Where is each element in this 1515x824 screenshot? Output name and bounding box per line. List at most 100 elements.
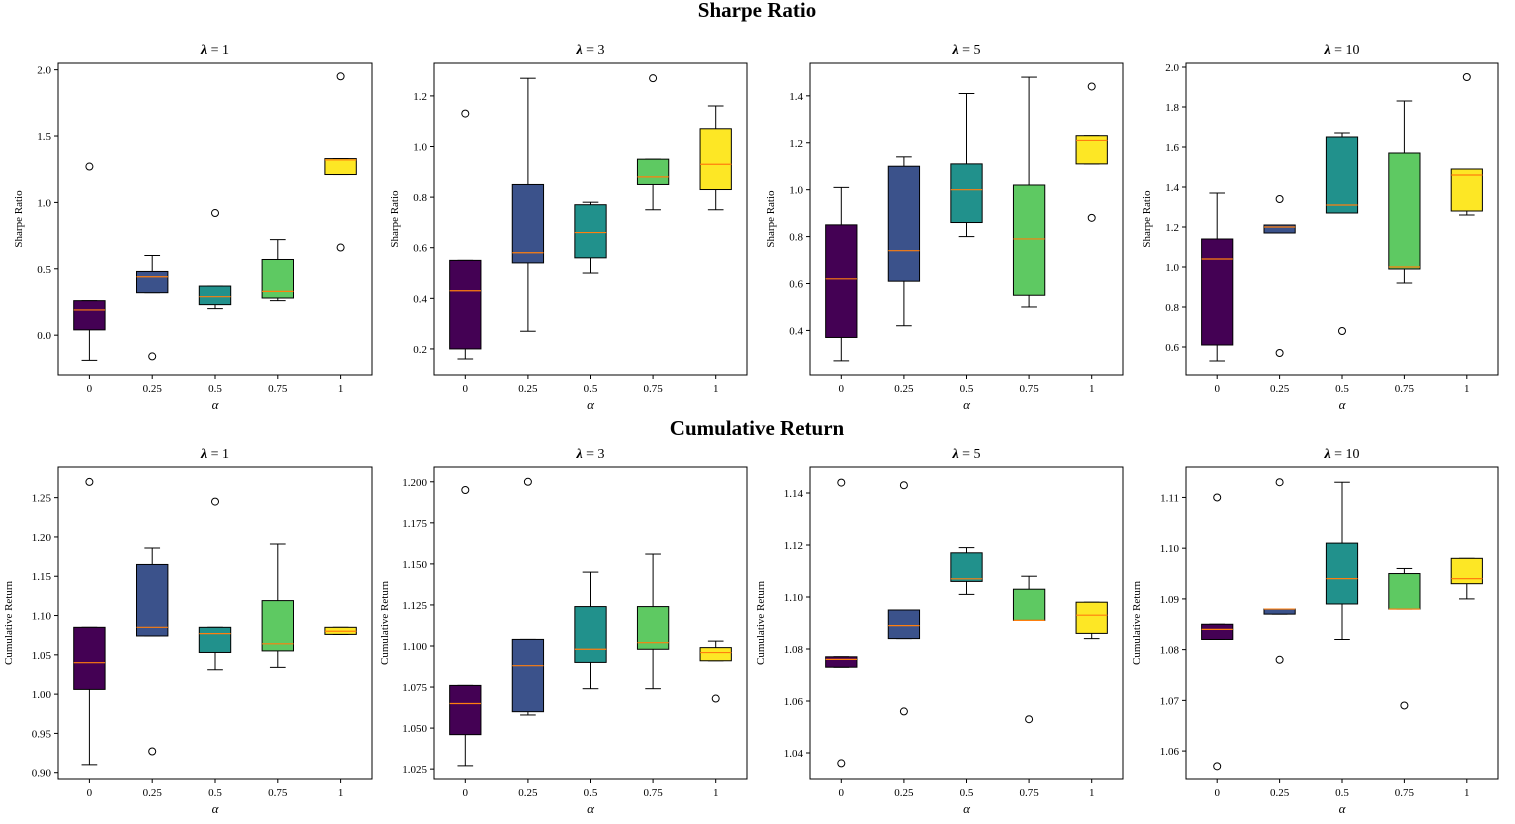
suptitle-sharpe-ratio: Sharpe Ratio [698, 0, 816, 22]
y-tick-label: 1.25 [32, 493, 52, 505]
box-alpha-0.5 [198, 497, 232, 671]
x-tick-label: 0.25 [143, 787, 163, 799]
y-tick-label: 1.0 [37, 197, 51, 209]
outlier-point [837, 759, 846, 768]
x-tick-label: 0.75 [268, 787, 288, 799]
box-alpha-1 [324, 626, 357, 635]
outlier-point [211, 209, 219, 218]
subplot-sharpe-lambda-5: λ = 5 0 0.25 0.5 0.75 1 0.4 0.6 0.8 1.0 1.2 1.4 α Sha… [765, 43, 1124, 412]
outlier-point [148, 747, 157, 756]
outlier-point [148, 352, 157, 361]
x-tick-label: 0 [839, 787, 845, 799]
y-tick-label: 1.10 [32, 611, 52, 623]
box-alpha-1 [1075, 82, 1108, 222]
subplot-cumret-lambda-3: λ = 3 0 0.25 0.5 0.75 1 1.025 1.050 1.075 1.100 1.… [379, 447, 748, 816]
y-tick-label: 1.2 [789, 138, 803, 150]
y-axis-label: Cumulative Return [379, 580, 391, 665]
y-tick-label: 1.8 [1165, 102, 1179, 114]
box-iqr [1201, 238, 1234, 346]
box-alpha-0.5 [950, 547, 983, 595]
box-iqr [887, 165, 921, 282]
x-tick-label: 0.75 [1019, 383, 1039, 395]
y-tick-label: 1.20 [32, 532, 52, 544]
x-tick-label: 1 [713, 383, 719, 395]
box-iqr [1075, 601, 1108, 634]
box-iqr [574, 204, 607, 259]
x-tick-label: 0.25 [1270, 383, 1290, 395]
subplot-title: λ = 10 [1323, 447, 1359, 462]
box-iqr [699, 647, 732, 662]
x-axis-label: α [212, 801, 220, 816]
y-tick-label: 1.2 [1165, 222, 1179, 234]
box-alpha-0.25 [1263, 195, 1296, 357]
subplot-sharpe-lambda-10: λ = 10 0 0.25 0.5 0.75 1 0.6 0.8 1.0 1.2 1.4 1.6 1.8… [1141, 43, 1499, 412]
box-iqr [73, 626, 106, 690]
x-tick-label: 1 [338, 383, 344, 395]
outlier-point [211, 497, 219, 506]
box-iqr [825, 224, 858, 338]
x-tick-label: 1 [1464, 787, 1470, 799]
subplot-title: λ = 3 [575, 43, 604, 58]
y-tick-label: 1.06 [784, 696, 804, 708]
y-axis-label: Sharpe Ratio [13, 190, 25, 248]
x-tick-label: 1 [713, 787, 719, 799]
y-tick-label: 1.2 [413, 91, 427, 103]
box-alpha-1 [1075, 601, 1108, 640]
x-tick-label: 0.5 [208, 787, 222, 799]
box-alpha-0 [825, 478, 858, 768]
box-iqr [198, 626, 232, 653]
box-iqr [825, 656, 858, 668]
x-tick-label: 0.75 [1395, 383, 1415, 395]
box-alpha-0.25 [1263, 478, 1296, 664]
subplot-cumret-lambda-5: λ = 5 0 0.25 0.5 0.75 1 1.04 1.06 1.08 1.10 1.12 1.… [755, 447, 1124, 816]
x-axis-label: α [963, 397, 971, 412]
y-tick-label: 1.0 [413, 142, 427, 154]
y-tick-label: 0.6 [789, 279, 803, 291]
subplot-title: λ = 1 [200, 447, 229, 462]
axes-frame [1185, 62, 1499, 376]
y-tick-label: 1.06 [1160, 746, 1180, 758]
y-tick-label: 1.14 [784, 488, 804, 500]
box-alpha-0.75 [1388, 100, 1421, 284]
x-axis-label: α [1339, 801, 1347, 816]
y-tick-label: 0.8 [1165, 302, 1179, 314]
x-tick-label: 0.25 [1270, 787, 1290, 799]
box-alpha-0.25 [136, 547, 169, 756]
x-tick-label: 0 [1214, 787, 1220, 799]
subplot-sharpe-lambda-3: λ = 3 0 0.25 0.5 0.75 1 0.2 0.4 0.6 0.8 1.0 1.2 α Sha… [389, 43, 748, 412]
x-tick-label: 0 [463, 383, 469, 395]
box-iqr [574, 606, 607, 663]
y-tick-label: 1.08 [784, 644, 804, 656]
y-tick-label: 0.8 [413, 192, 427, 204]
y-tick-label: 1.00 [32, 689, 52, 701]
outlier-point [711, 694, 720, 703]
box-alpha-1 [699, 105, 732, 211]
box-iqr [198, 285, 232, 306]
box-alpha-0.75 [636, 74, 670, 211]
subplot-cumret-lambda-10: λ = 10 0 0.25 0.5 0.75 1 1.06 1.07 1.08 1.09 1.10 1… [1131, 447, 1499, 816]
box-alpha-1 [1450, 557, 1483, 600]
box-alpha-0.25 [511, 77, 545, 332]
y-axis-label: Sharpe Ratio [1141, 190, 1153, 248]
y-tick-label: 1.15 [32, 571, 52, 583]
outlier-point [837, 478, 846, 487]
outlier-point [649, 74, 658, 83]
outlier-point [1338, 327, 1346, 335]
box-alpha-0.5 [198, 209, 232, 310]
box-iqr [73, 300, 106, 331]
x-tick-label: 0.25 [518, 787, 538, 799]
y-tick-label: 0.2 [413, 344, 427, 356]
outlier-point [899, 707, 908, 716]
y-axis-label: Sharpe Ratio [389, 190, 401, 248]
y-tick-label: 2.0 [37, 65, 51, 77]
subplot-title: λ = 5 [951, 447, 980, 462]
y-tick-label: 1.11 [1160, 492, 1179, 504]
subplot-title: λ = 1 [200, 43, 229, 58]
x-tick-label: 1 [1089, 787, 1095, 799]
box-alpha-1 [1450, 73, 1483, 216]
outlier-point [1275, 195, 1284, 203]
box-alpha-0 [449, 109, 482, 360]
x-tick-label: 0.5 [1335, 787, 1349, 799]
y-tick-label: 1.4 [1165, 182, 1179, 194]
y-axis-label: Sharpe Ratio [765, 190, 777, 248]
